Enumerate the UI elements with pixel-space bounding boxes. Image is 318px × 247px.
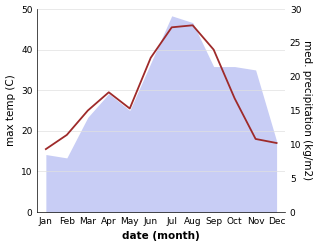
Y-axis label: max temp (C): max temp (C) [5, 75, 16, 146]
X-axis label: date (month): date (month) [122, 231, 200, 242]
Y-axis label: med. precipitation (kg/m2): med. precipitation (kg/m2) [302, 41, 313, 181]
